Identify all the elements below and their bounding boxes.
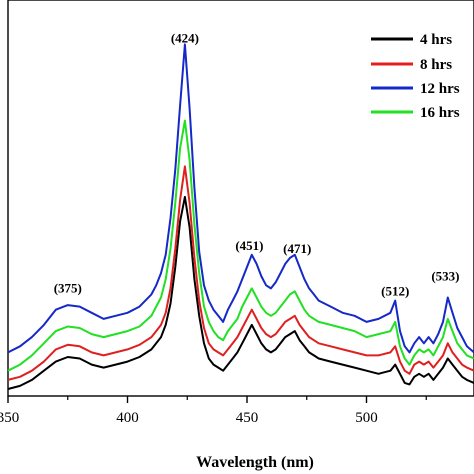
x-tick-label: 350 [0,410,19,426]
plot-frame [7,0,474,397]
x-axis-ticks: 350 400 450 500 [0,396,427,426]
series-layer [7,43,474,390]
legend-label-12hrs: 12 hrs [420,81,460,97]
x-axis-title: Wavelength (nm) [196,454,314,471]
x-tick-label: 500 [355,410,378,426]
x-tick-label: 400 [116,410,139,426]
peak-label: (533) [431,268,459,283]
series-line-12hrs [7,43,474,354]
peak-label-layer: (375) (424) (451) (471) (512) (533) [54,31,460,299]
series-line-16hrs [7,119,474,372]
series-line-4hrs [7,195,474,390]
peak-label: (512) [381,284,409,299]
peak-label: (471) [283,241,311,256]
legend-label-16hrs: 16 hrs [420,105,460,121]
peak-label: (424) [171,31,199,46]
series-line-8hrs [7,165,474,381]
peak-label: (375) [54,281,82,296]
peak-label: (451) [235,238,263,253]
legend-label-4hrs: 4 hrs [420,32,452,48]
legend: 4 hrs 8 hrs 12 hrs 16 hrs [371,32,460,121]
legend-label-8hrs: 8 hrs [420,57,452,73]
x-tick-label: 450 [236,410,259,426]
